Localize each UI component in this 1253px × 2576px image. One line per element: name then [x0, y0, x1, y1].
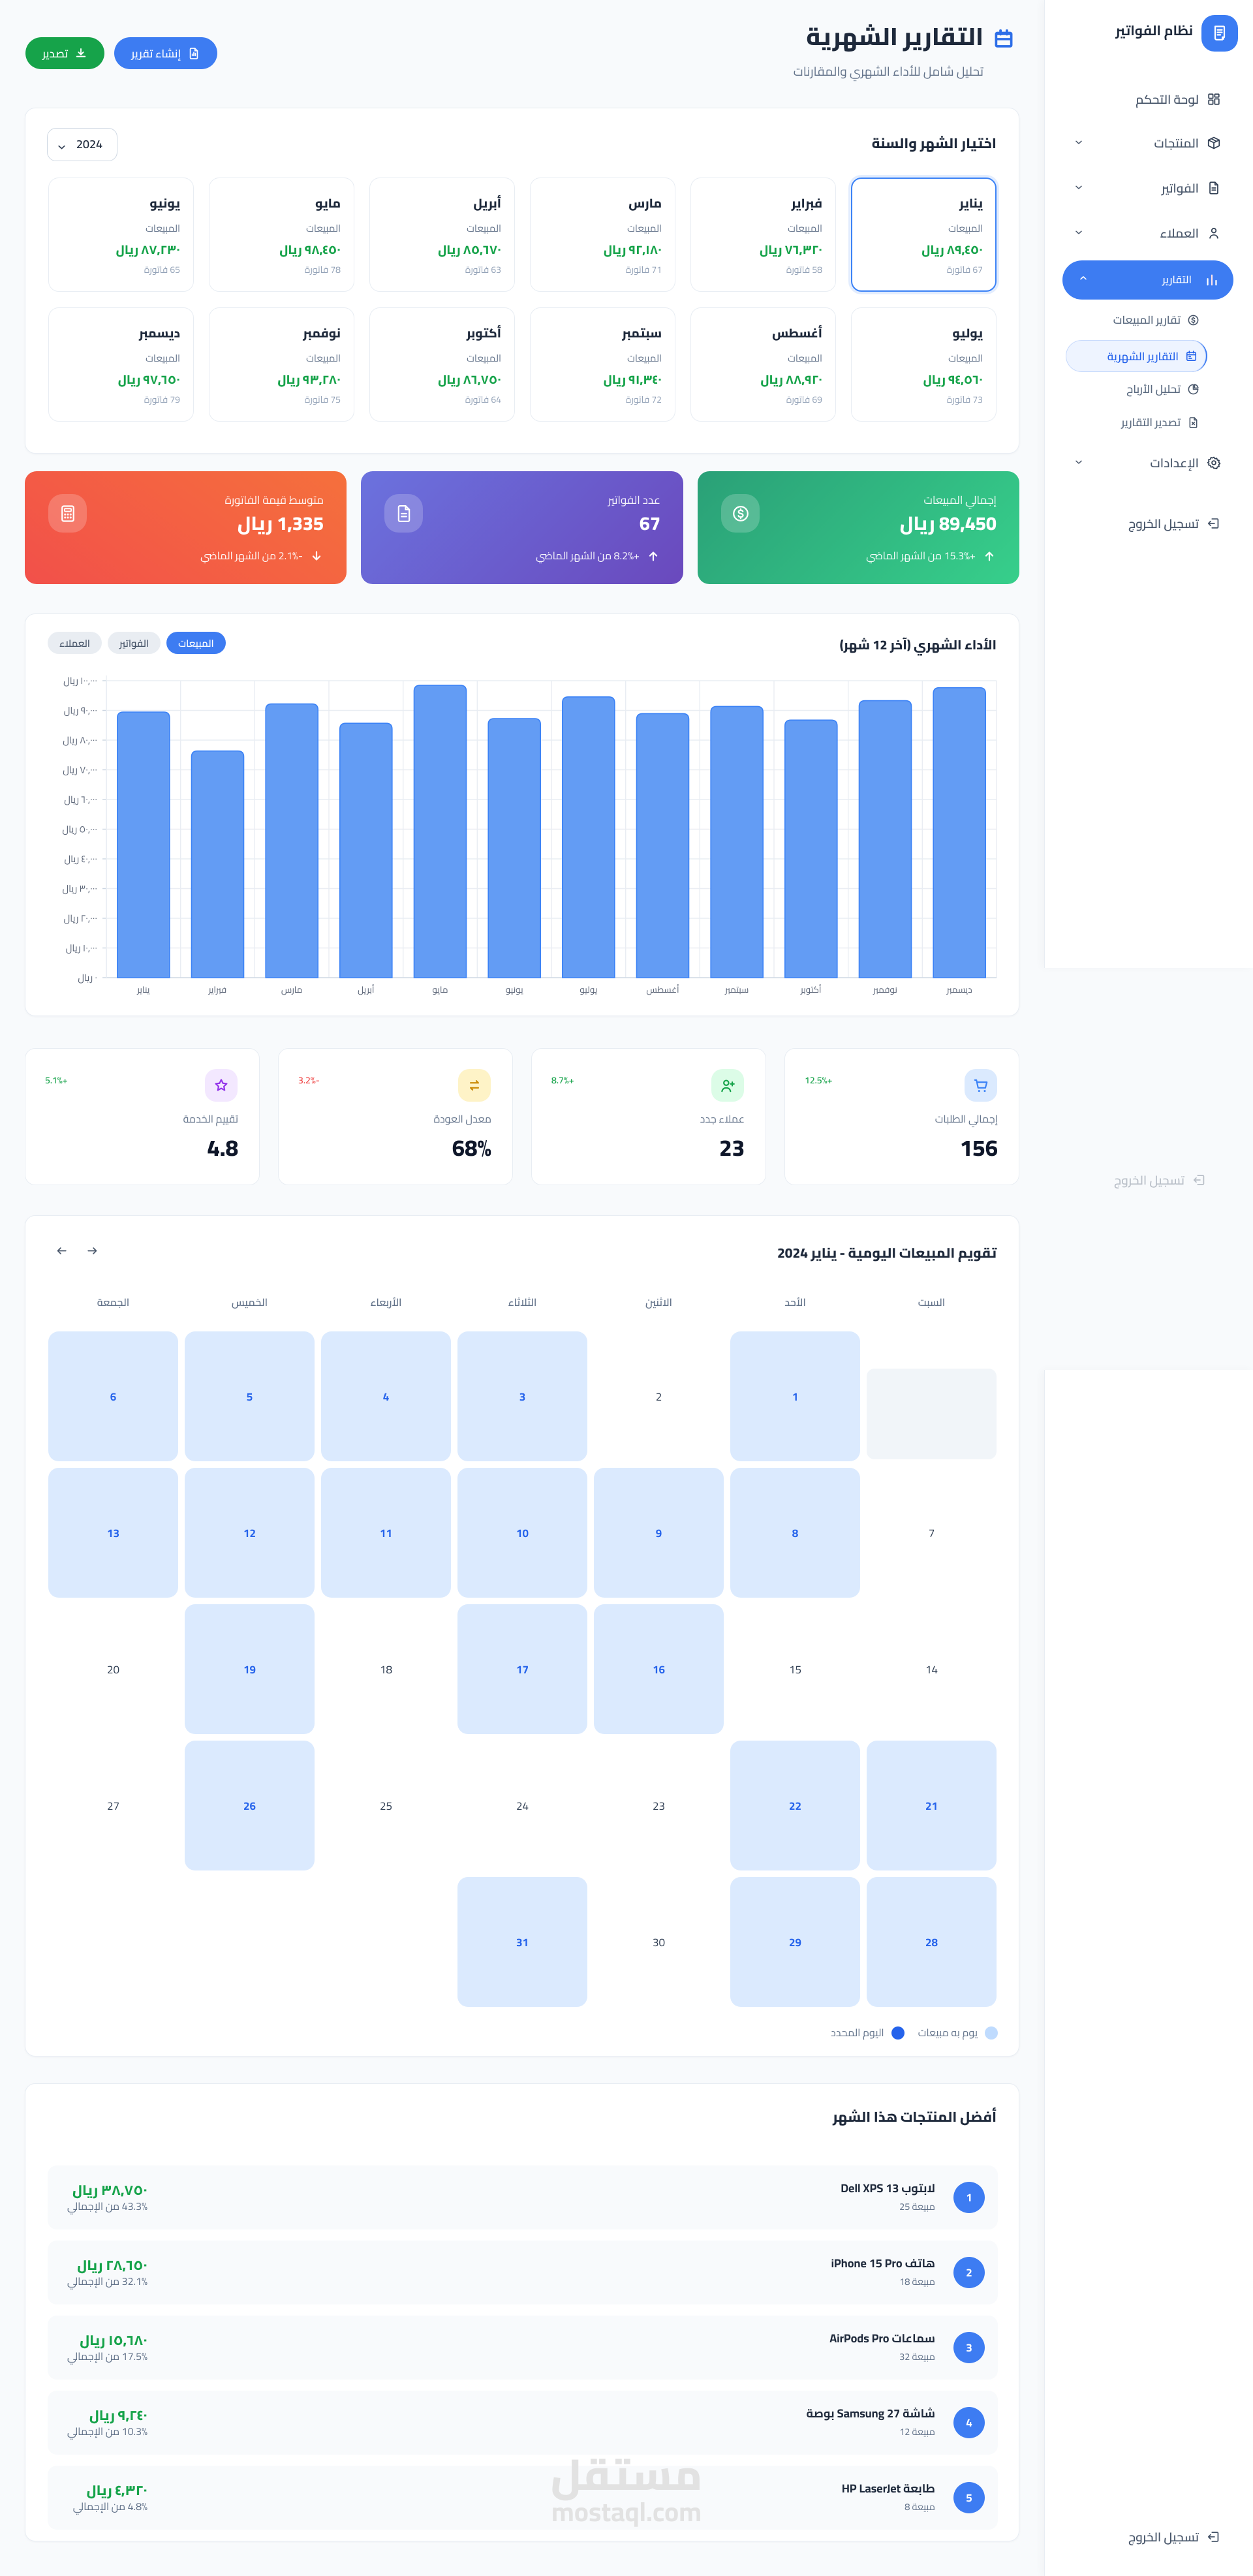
- svg-text:٠ ريال: ٠ ريال: [78, 969, 97, 987]
- svg-text:أكتوبر: أكتوبر: [800, 981, 822, 998]
- svg-text:٥٠,٠٠٠ ريال: ٥٠,٠٠٠ ريال: [62, 821, 97, 839]
- svg-text:٩٠,٠٠٠ ريال: ٩٠,٠٠٠ ريال: [64, 702, 97, 720]
- svg-text:١٠,٠٠٠ ريال: ١٠,٠٠٠ ريال: [66, 940, 97, 957]
- svg-text:مايو: مايو: [432, 981, 448, 998]
- svg-text:يناير: يناير: [136, 981, 150, 998]
- svg-text:مارس: مارس: [281, 981, 303, 998]
- svg-text:أغسطس: أغسطس: [646, 981, 679, 998]
- svg-text:أبريل: أبريل: [358, 981, 375, 998]
- svg-text:يونيو: يونيو: [506, 981, 523, 998]
- svg-text:٤٠,٠٠٠ ريال: ٤٠,٠٠٠ ريال: [64, 850, 97, 868]
- svg-text:٣٠,٠٠٠ ريال: ٣٠,٠٠٠ ريال: [62, 880, 97, 898]
- svg-text:٨٠,٠٠٠ ريال: ٨٠,٠٠٠ ريال: [63, 732, 97, 749]
- svg-text:فبراير: فبراير: [208, 981, 227, 998]
- svg-text:سبتمبر: سبتمبر: [724, 981, 749, 998]
- svg-text:ديسمبر: ديسمبر: [946, 981, 972, 998]
- svg-text:٢٠,٠٠٠ ريال: ٢٠,٠٠٠ ريال: [64, 910, 97, 927]
- svg-text:٧٠,٠٠٠ ريال: ٧٠,٠٠٠ ريال: [63, 762, 97, 779]
- svg-text:١٠٠,٠٠٠ ريال: ١٠٠,٠٠٠ ريال: [63, 672, 97, 690]
- svg-text:٦٠,٠٠٠ ريال: ٦٠,٠٠٠ ريال: [64, 791, 97, 809]
- svg-text:نوفمبر: نوفمبر: [873, 981, 897, 998]
- svg-text:يوليو: يوليو: [580, 981, 597, 998]
